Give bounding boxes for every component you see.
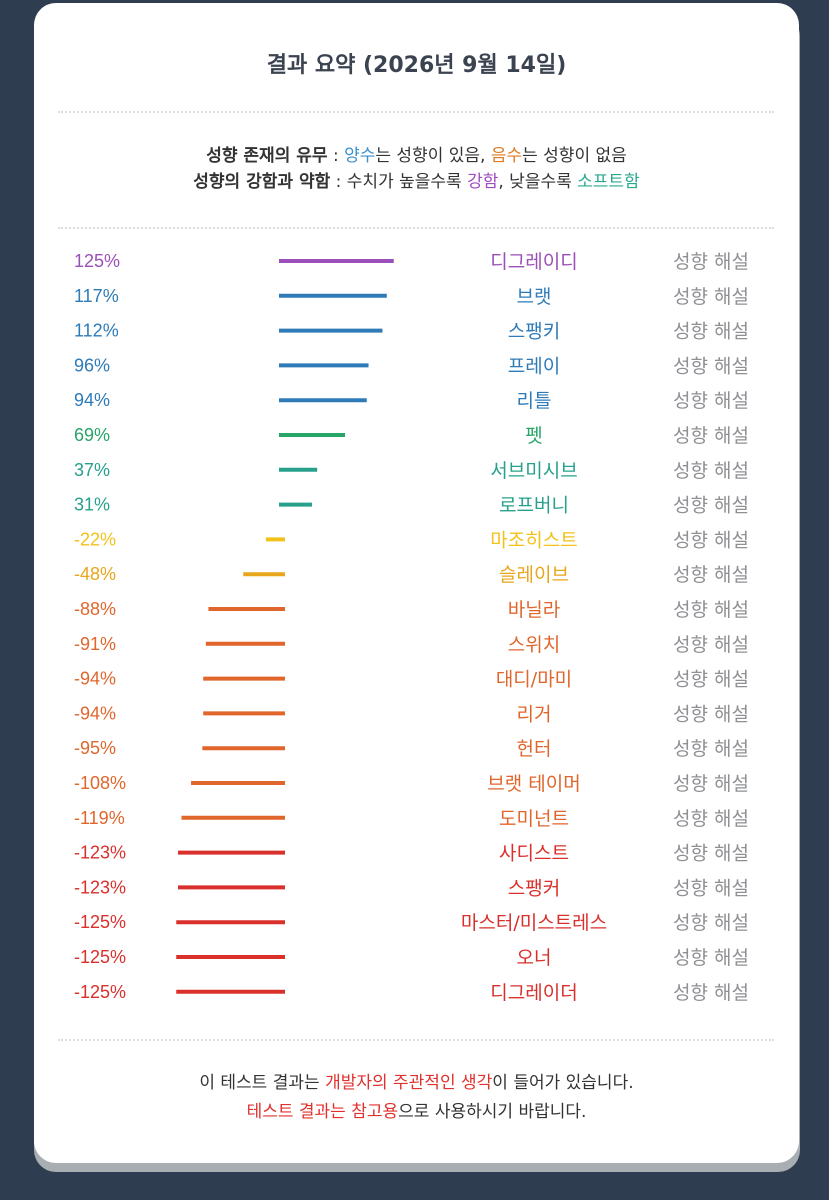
tendency-chart: 125% 디그레이디 성향 해설 117% 브랫 성향 해설 112% 스팽키 성향 해설 96%… (34, 3, 799, 1063)
category-label: 디그레이디 (490, 251, 577, 273)
divider-bottom (58, 1039, 774, 1041)
legend-text: 는 성향이 있음, (375, 146, 491, 166)
tendency-explanation-link[interactable]: 성향 해설 (673, 669, 749, 691)
value-label: -94% (74, 703, 116, 723)
tendency-explanation-link[interactable]: 성향 해설 (673, 634, 749, 656)
category-label: 스팽커 (508, 877, 560, 899)
value-label: -125% (74, 947, 126, 967)
category-label: 펫 (525, 425, 542, 447)
tendency-explanation-link[interactable]: 성향 해설 (673, 564, 749, 586)
divider-middle (58, 227, 774, 229)
category-label: 스위치 (508, 634, 560, 656)
value-label: 31% (74, 495, 110, 515)
divider-top (58, 111, 774, 113)
footer-text: 으로 사용하시기 바랍니다. (398, 1102, 587, 1122)
tendency-explanation-link[interactable]: 성향 해설 (673, 390, 749, 412)
category-label: 사디스트 (499, 843, 569, 865)
value-label: 37% (74, 460, 110, 480)
value-label: -91% (74, 634, 116, 654)
category-label: 로프버니 (499, 495, 569, 517)
category-label: 오너 (517, 947, 552, 969)
value-label: -123% (74, 843, 126, 863)
value-label: -125% (74, 982, 126, 1002)
legend-negative: 음수 (490, 146, 523, 166)
tendency-explanation-link[interactable]: 성향 해설 (673, 982, 749, 1004)
value-label: 69% (74, 425, 110, 445)
tendency-explanation-link[interactable]: 성향 해설 (673, 808, 749, 830)
category-label: 리거 (517, 703, 552, 725)
tendency-explanation-link[interactable]: 성향 해설 (673, 703, 749, 725)
value-label: 117% (74, 286, 119, 306)
legend-strength: 성향의 강함과 약함 : 수치가 높을수록 강함, 낮을수록 소프트함 (34, 167, 799, 192)
category-label: 바닐라 (508, 599, 560, 621)
result-card: 결과 요약 (2026년 9월 14일) 성향 존재의 유무 : 양수는 성향이… (34, 3, 799, 1163)
tendency-explanation-link[interactable]: 성향 해설 (673, 286, 749, 308)
legend-strength-label: 성향의 강함과 약함 (193, 172, 331, 192)
tendency-explanation-link[interactable]: 성향 해설 (673, 843, 749, 865)
tendency-explanation-link[interactable]: 성향 해설 (673, 912, 749, 934)
tendency-explanation-link[interactable]: 성향 해설 (673, 599, 749, 621)
value-label: -119% (74, 808, 125, 828)
tendency-explanation-link[interactable]: 성향 해설 (673, 321, 749, 343)
tendency-explanation-link[interactable]: 성향 해설 (673, 355, 749, 377)
category-label: 서브미시브 (490, 460, 577, 482)
value-label: 96% (74, 355, 110, 375)
legend-sep: : (330, 172, 347, 192)
footer-highlight: 테스트 결과는 참고용 (246, 1102, 399, 1122)
value-label: -22% (74, 529, 116, 549)
footer-text: 이 테스트 결과는 (199, 1073, 326, 1093)
category-label: 대디/마미 (496, 669, 572, 691)
category-label: 헌터 (517, 738, 552, 760)
legend-text: 수치가 높을수록 (346, 172, 468, 192)
footer-text: 이 들어가 있습니다. (492, 1073, 634, 1093)
footer-note: 이 테스트 결과는 개발자의 주관적인 생각이 들어가 있습니다. 테스트 결과… (34, 1069, 799, 1127)
tendency-explanation-link[interactable]: 성향 해설 (673, 460, 749, 482)
legend-text: 는 성향이 없음 (522, 146, 627, 166)
legend-positive: 양수 (344, 146, 376, 166)
tendency-explanation-link[interactable]: 성향 해설 (673, 251, 749, 273)
value-label: -95% (74, 738, 116, 758)
value-label: -123% (74, 877, 126, 897)
legend-text: , 낮을수록 (498, 172, 578, 192)
tendency-explanation-link[interactable]: 성향 해설 (673, 425, 749, 447)
legend-soft: 소프트함 (577, 172, 640, 192)
category-label: 브랫 테이머 (487, 773, 580, 795)
value-label: -94% (74, 669, 116, 689)
category-label: 슬레이브 (499, 564, 569, 586)
category-label: 리틀 (517, 390, 552, 412)
legend-sep: : (327, 146, 345, 166)
category-label: 브랫 (517, 286, 552, 308)
value-label: 112% (74, 321, 119, 341)
tendency-explanation-link[interactable]: 성향 해설 (673, 495, 749, 517)
category-label: 디그레이더 (490, 982, 577, 1004)
footer-line-1: 이 테스트 결과는 개발자의 주관적인 생각이 들어가 있습니다. (34, 1069, 799, 1098)
tendency-explanation-link[interactable]: 성향 해설 (673, 529, 749, 551)
tendency-explanation-link[interactable]: 성향 해설 (673, 877, 749, 899)
footer-line-2: 테스트 결과는 참고용으로 사용하시기 바랍니다. (34, 1098, 799, 1127)
category-label: 도미넌트 (499, 808, 569, 830)
category-label: 마조히스트 (490, 529, 577, 551)
category-label: 마스터/미스트레스 (461, 912, 607, 934)
tendency-explanation-link[interactable]: 성향 해설 (673, 773, 749, 795)
footer-highlight: 개발자의 주관적인 생각 (325, 1073, 493, 1093)
value-label: -108% (74, 773, 126, 793)
page-title: 결과 요약 (2026년 9월 14일) (266, 53, 567, 78)
value-label: 94% (74, 390, 110, 410)
legend-existence-label: 성향 존재의 유무 (206, 146, 328, 166)
legend-existence: 성향 존재의 유무 : 양수는 성향이 있음, 음수는 성향이 없음 (34, 141, 799, 166)
category-label: 스팽키 (508, 321, 560, 343)
category-label: 프레이 (508, 355, 560, 377)
value-label: 125% (74, 251, 120, 271)
value-label: -88% (74, 599, 116, 619)
value-label: -48% (74, 564, 116, 584)
tendency-explanation-link[interactable]: 성향 해설 (673, 947, 749, 969)
tendency-explanation-link[interactable]: 성향 해설 (673, 738, 749, 760)
value-label: -125% (74, 912, 126, 932)
legend-strong: 강함 (467, 172, 499, 192)
